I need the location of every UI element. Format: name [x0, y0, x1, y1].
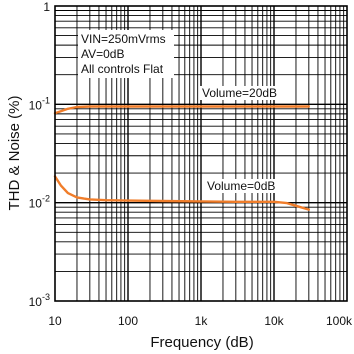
y-tick-labels: 1 10-1 10-2 10-3	[29, 0, 51, 309]
series-label-bg	[208, 179, 278, 193]
y-tick-label: 1	[43, 0, 50, 14]
condition-text: VIN=250mVrms	[81, 32, 166, 46]
x-tick-label: 10k	[264, 314, 284, 328]
x-tick-label: 10	[48, 314, 62, 328]
x-tick-label: 100	[118, 314, 138, 328]
y-axis-label: THD & Noise (%)	[6, 95, 23, 210]
x-tick-label: 100k	[326, 314, 353, 328]
series-line	[53, 105, 310, 115]
x-tick-label: 1k	[195, 314, 209, 328]
series-label-bg	[199, 86, 275, 100]
condition-text: All controls Flat	[81, 62, 164, 76]
y-tick-label: 10-2	[29, 194, 50, 211]
x-axis-label: Frequency (dB)	[150, 334, 253, 351]
condition-text: AV=0dB	[81, 47, 124, 61]
series-line	[53, 175, 310, 211]
data-curves	[53, 105, 310, 211]
series-label-volume-0db: Volume=0dB	[207, 179, 275, 193]
x-tick-labels: 10 100 1k 10k 100k	[48, 314, 353, 328]
conditions-box	[78, 30, 174, 78]
y-tick-label: 10-1	[29, 95, 50, 112]
plot-frame	[54, 5, 348, 302]
series-label-volume-20db: Volume=20dB	[202, 86, 277, 100]
y-tick-label: 10-3	[29, 292, 50, 309]
